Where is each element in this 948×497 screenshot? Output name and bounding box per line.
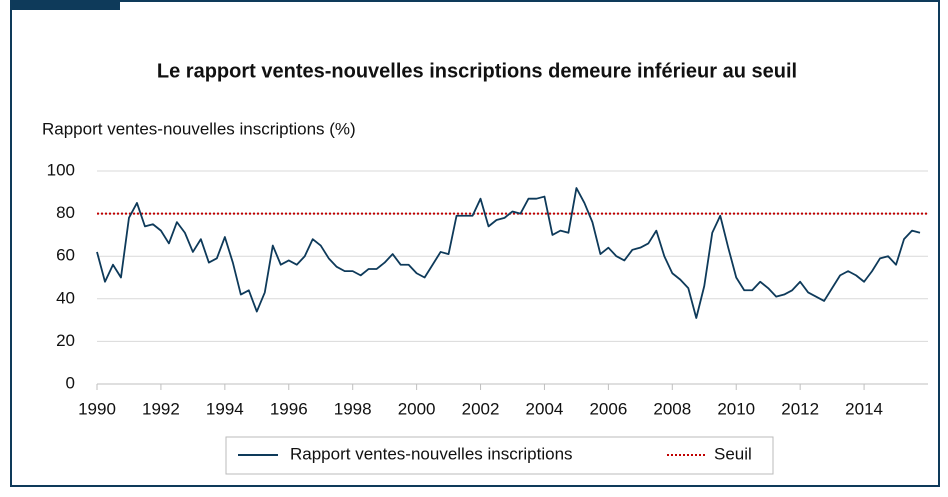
x-tick-label: 2010 — [717, 399, 755, 418]
y-tick-label: 40 — [56, 288, 75, 307]
frame — [10, 0, 940, 487]
chart-title: Le rapport ventes-nouvelles inscriptions… — [157, 60, 797, 82]
x-tick-label: 2012 — [781, 399, 819, 418]
y-axis-label: Rapport ventes-nouvelles inscriptions (%… — [42, 119, 356, 138]
x-tick-label: 1990 — [78, 399, 116, 418]
y-tick-label: 60 — [56, 246, 75, 265]
x-tick-label: 1994 — [206, 399, 244, 418]
data-line — [96, 187, 921, 319]
x-tick-label: 1992 — [142, 399, 180, 418]
x-tick-label: 2002 — [462, 399, 500, 418]
x-tick-label: 1998 — [334, 399, 372, 418]
x-tick-label: 2008 — [653, 399, 691, 418]
y-tick-label: 0 — [66, 373, 75, 392]
x-tick-label: 2014 — [845, 399, 883, 418]
legend — [225, 436, 774, 475]
x-tick-label: 1996 — [270, 399, 308, 418]
legend-label: Seuil — [714, 444, 752, 463]
x-tick-label: 2000 — [398, 399, 436, 418]
y-tick-label: 100 — [47, 160, 75, 179]
y-tick-label: 20 — [56, 331, 75, 350]
x-tick-label: 2004 — [526, 399, 564, 418]
legend-label: Rapport ventes-nouvelles inscriptions — [290, 444, 573, 463]
y-tick-label: 80 — [56, 203, 75, 222]
tab — [10, 0, 120, 10]
x-tick-label: 2006 — [589, 399, 627, 418]
